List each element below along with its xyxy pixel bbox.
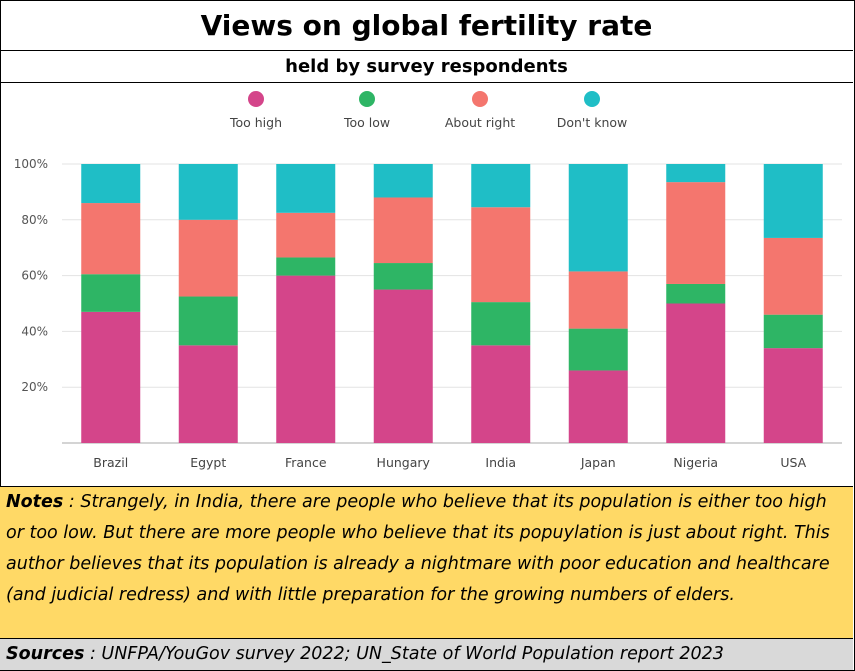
- bar-segment: [471, 302, 531, 346]
- bar-segment: [763, 314, 823, 349]
- legend-marker: [472, 91, 488, 107]
- bar-segment: [373, 289, 433, 443]
- notes-label: Notes: [6, 492, 64, 512]
- bar-segment: [81, 274, 141, 312]
- x-tick-label: India: [485, 455, 516, 470]
- x-tick-label: Nigeria: [673, 455, 718, 470]
- bar-segment: [373, 263, 433, 290]
- bar-segment: [373, 197, 433, 264]
- bar-segment: [276, 164, 336, 213]
- chart-title: Views on global fertility rate: [0, 0, 853, 51]
- bar-segment: [178, 345, 238, 443]
- sources-box: Sources : UNFPA/YouGov survey 2022; UN_S…: [0, 639, 853, 670]
- bar-segment: [666, 303, 726, 443]
- bar-segment: [178, 164, 238, 220]
- sources-text: : UNFPA/YouGov survey 2022; UN_State of …: [84, 644, 724, 664]
- bar-segment: [81, 164, 141, 204]
- bar-segment: [763, 348, 823, 443]
- bar-segment: [471, 345, 531, 443]
- notes-box: Notes : Strangely, in India, there are p…: [0, 486, 853, 639]
- bar-segment: [666, 182, 726, 284]
- legend-label: Too low: [343, 115, 390, 130]
- bar-segment: [666, 283, 726, 304]
- sources-label: Sources: [6, 644, 85, 664]
- legend-label: Too high: [229, 115, 282, 130]
- y-tick-label: 40%: [21, 324, 48, 338]
- bar-segment: [276, 212, 336, 258]
- bar-segment: [763, 237, 823, 315]
- y-tick-label: 100%: [14, 157, 48, 171]
- bar-segment: [81, 311, 141, 443]
- bar-segment: [276, 257, 336, 276]
- legend-marker: [584, 91, 600, 107]
- bar-segment: [763, 164, 823, 238]
- bar-segment: [568, 370, 628, 443]
- bar-segment: [568, 328, 628, 371]
- legend-label: Don't know: [557, 115, 628, 130]
- x-tick-label: Hungary: [377, 455, 431, 470]
- y-tick-label: 60%: [21, 269, 48, 283]
- y-tick-label: 20%: [21, 380, 48, 394]
- bar-segment: [373, 164, 433, 198]
- stacked-bar-chart: 20% 40% 60% 80% 100% Brazil Egypt France Hungary…: [14, 91, 842, 470]
- x-tick-label: USA: [780, 455, 806, 470]
- bar-segment: [568, 271, 628, 329]
- bar-segment: [178, 296, 238, 346]
- bar-segment: [276, 275, 336, 443]
- bar-segment: [568, 164, 628, 272]
- notes-text: : Strangely, in India, there are people …: [6, 492, 830, 605]
- legend-label: About right: [445, 115, 515, 130]
- bar-segment: [666, 164, 726, 183]
- chart-area: 20% 40% 60% 80% 100% Brazil Egypt France Hungary…: [0, 83, 853, 485]
- x-tick-label: France: [285, 455, 327, 470]
- legend-marker: [248, 91, 264, 107]
- x-tick-label: Egypt: [190, 455, 226, 470]
- chart-subtitle: held by survey respondents: [0, 51, 853, 83]
- legend-marker: [359, 91, 375, 107]
- y-tick-label: 80%: [21, 213, 48, 227]
- bar-segment: [471, 164, 531, 208]
- x-tick-label: Brazil: [93, 455, 128, 470]
- bar-segment: [471, 207, 531, 303]
- bar-segment: [81, 203, 141, 275]
- x-tick-label: Japan: [580, 455, 616, 470]
- bar-segment: [178, 219, 238, 297]
